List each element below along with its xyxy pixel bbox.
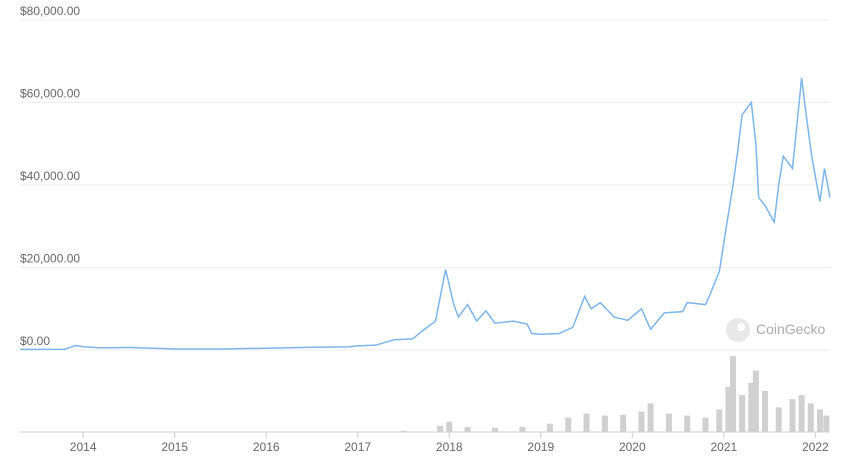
volume-bar (583, 413, 590, 432)
volume-bar (798, 395, 805, 432)
volume-bar (752, 370, 759, 432)
y-tick-label: $60,000.00 (20, 87, 80, 101)
x-tick-label: 2021 (710, 440, 737, 454)
volume-bar (823, 415, 830, 432)
volume-bar (620, 414, 627, 432)
x-tick-label: 2020 (619, 440, 646, 454)
volume-bar (400, 430, 407, 432)
x-tick-label: 2017 (344, 440, 371, 454)
watermark: CoinGecko (726, 318, 825, 342)
volume-bar (702, 417, 709, 432)
volume-bar (647, 403, 654, 432)
volume-bar (665, 413, 672, 432)
volume-bar (807, 403, 814, 432)
x-tick-label: 2022 (802, 440, 829, 454)
y-tick-label: $80,000.00 (20, 4, 80, 18)
logo (726, 318, 750, 342)
volume-bar (519, 427, 526, 432)
volume-bar (816, 409, 823, 432)
volume-bar (739, 395, 746, 432)
x-tick-label: 2015 (161, 440, 188, 454)
volume-bar (492, 427, 499, 432)
x-tick-label: 2018 (436, 440, 463, 454)
volume-bar (729, 356, 736, 432)
volume-bar (725, 386, 732, 432)
volume-bar (437, 425, 444, 432)
volume-bar (565, 417, 572, 432)
y-tick-label: $0.00 (20, 334, 50, 348)
logo-eye (737, 323, 745, 331)
watermark-text: CoinGecko (756, 321, 825, 337)
volume-bar (762, 391, 769, 432)
volume-bar (546, 423, 553, 432)
volume-bar (748, 382, 755, 432)
plot: $0.00 $20,000.00 $40,000.00 $60,000.00 $80,0… (19, 4, 831, 454)
volume-bar (684, 415, 691, 432)
volume-bar (775, 407, 782, 432)
x-tick-label: 2019 (527, 440, 554, 454)
volume-bar (601, 415, 608, 432)
volume-bar (446, 421, 453, 432)
y-tick-label: $20,000.00 (20, 252, 80, 266)
volume-bar (789, 399, 796, 432)
volume-bar (716, 409, 723, 432)
x-tick-label: 2014 (70, 440, 97, 454)
x-tick-label: 2016 (253, 440, 280, 454)
volume-bar (464, 427, 471, 432)
price-line (19, 77, 831, 351)
volume-bar (638, 411, 645, 432)
y-tick-label: $40,000.00 (20, 169, 80, 183)
